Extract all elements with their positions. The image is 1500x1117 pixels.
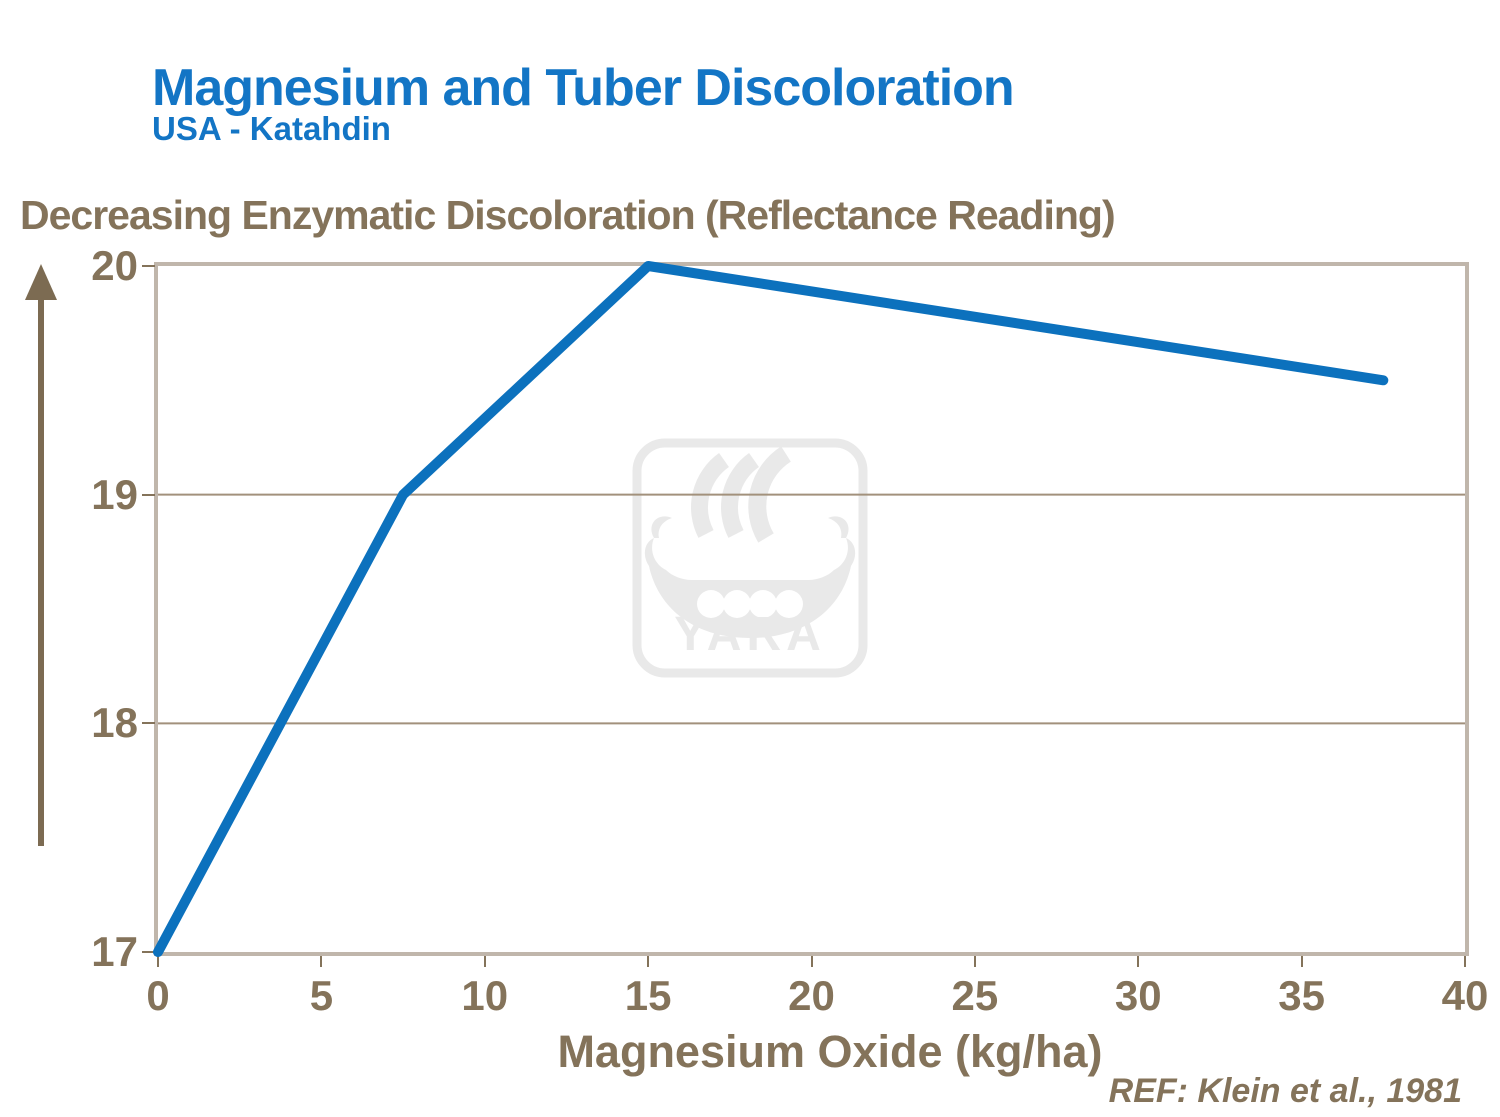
watermark-frame: [632, 438, 868, 678]
x-tick-label-10: 10: [461, 972, 509, 1019]
x-tick-label-20: 20: [788, 972, 835, 1019]
x-tick-label-0: 0: [146, 972, 170, 1019]
yara-watermark-logo: YARA: [632, 438, 868, 678]
x-tick-mark-15: [647, 956, 650, 967]
page-subtitle: USA - Katahdin: [152, 110, 391, 147]
x-tick-mark-20: [810, 956, 813, 967]
data-line: [153, 261, 1389, 957]
y-axis-heading: Decreasing Enzymatic Discoloration (Refl…: [20, 192, 1116, 238]
x-tick-label-35: 35: [1278, 972, 1325, 1019]
x-tick-label-25: 25: [951, 972, 999, 1019]
x-tick-label-30: 30: [1114, 972, 1162, 1019]
reference-citation: REF: Klein et al., 1981: [1108, 1072, 1462, 1110]
x-tick-mark-0: [157, 956, 159, 967]
y-axis-arrow-icon: [25, 264, 57, 846]
y-tick-mark-19: [142, 493, 155, 496]
x-tick-mark-30: [1137, 956, 1140, 967]
plot-area: YARA: [153, 261, 1469, 957]
y-tick-label-17: 17: [91, 928, 138, 975]
y-tick-mark-17: [142, 951, 155, 953]
viking-ship-hull-icon: [644, 516, 856, 638]
x-tick-label-15: 15: [624, 972, 672, 1019]
x-tick-mark-10: [483, 956, 486, 967]
y-tick-label-20: 20: [91, 242, 138, 289]
line-chart: [153, 261, 1465, 957]
y-tick-label-18: 18: [91, 699, 138, 747]
gridlines: [158, 493, 1465, 725]
x-tick-label-5: 5: [309, 972, 334, 1019]
y-tick-mark-20: [142, 265, 155, 267]
page-title: Magnesium and Tuber Discoloration: [152, 59, 1015, 117]
x-axis-title: Magnesium Oxide (kg/ha): [557, 1026, 1103, 1077]
x-tick-mark-35: [1300, 956, 1303, 967]
watermark-text: YARA: [674, 608, 826, 661]
viking-ship-sails-icon: [691, 446, 792, 543]
x-tick-mark-40: [1464, 956, 1466, 967]
y-tick-label-19: 19: [91, 470, 138, 518]
x-tick-label-40: 40: [1441, 972, 1489, 1019]
arrow-head: [25, 264, 57, 300]
x-tick-mark-5: [320, 956, 323, 967]
x-tick-mark-25: [973, 956, 976, 967]
y-tick-mark-18: [142, 722, 155, 725]
